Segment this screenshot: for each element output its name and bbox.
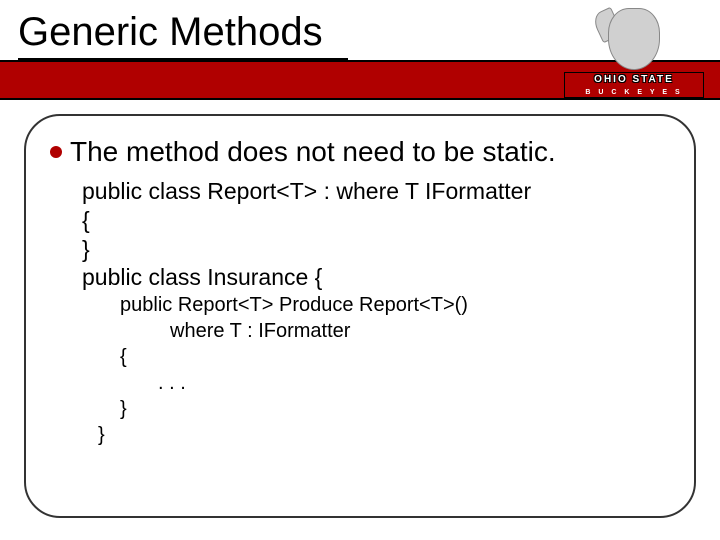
code-line: where T : IFormatter [170,318,670,344]
logo-text-line2: B U C K E Y E S [564,89,704,96]
code-line: public class Insurance { [82,263,670,292]
code-line: public class Report<T> : where T IFormat… [82,177,670,206]
code-line: } [120,396,670,422]
content-block: The method does not need to be static. p… [24,114,696,518]
code-line: } [82,235,670,264]
code-line: public Report<T> Produce Report<T>() [120,292,670,318]
logo-text-line1: OHIO STATE [564,74,704,85]
bullet-item: The method does not need to be static. [50,134,670,169]
slide-title: Generic Methods [18,10,323,55]
ohio-state-logo: OHIO STATE B U C K E Y E S [564,8,704,98]
mascot-head-icon [608,8,660,70]
bullet-dot-icon [50,146,62,158]
bullet-text: The method does not need to be static. [70,134,556,169]
title-underline [18,58,348,60]
code-line: { [120,344,670,370]
code-line: } [98,422,670,448]
code-line: . . . [158,370,670,396]
code-line: { [82,206,670,235]
